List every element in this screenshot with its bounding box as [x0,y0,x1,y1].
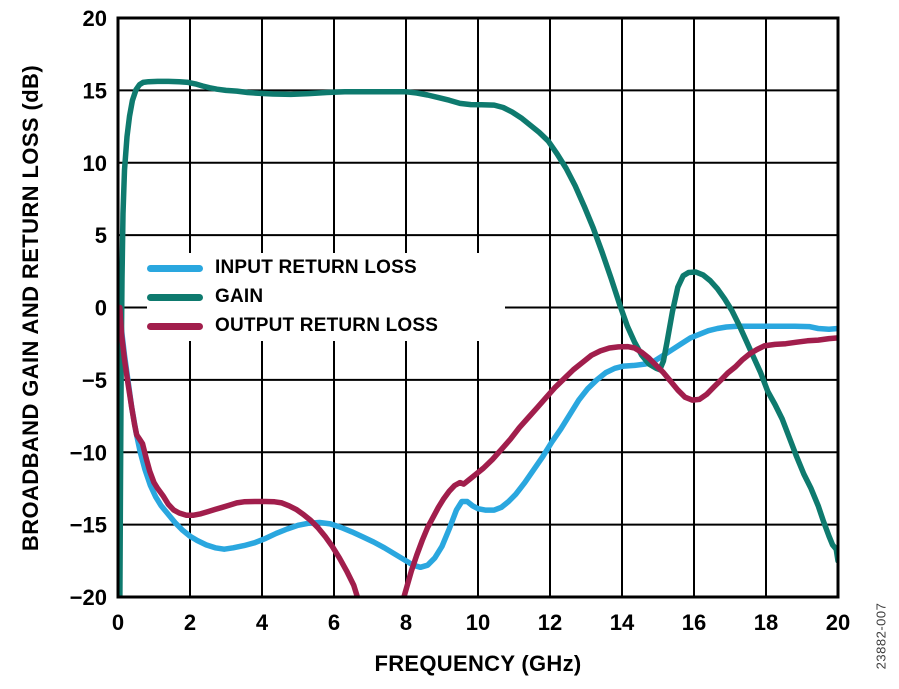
x-axis-title: FREQUENCY (GHz) [374,651,582,676]
y-tick-label: 15 [83,78,107,103]
x-tick-label: 14 [610,610,635,635]
y-axis-title: BROADBAND GAIN AND RETURN LOSS (dB) [18,64,43,552]
legend: INPUT RETURN LOSS GAIN OUTPUT RETURN LOSS [147,253,505,341]
y-tick-label: −15 [70,513,107,538]
y-tick-label: 10 [83,151,107,176]
legend-item-gain: GAIN [147,284,505,310]
x-tick-label: 10 [466,610,490,635]
x-tick-label: 4 [256,610,269,635]
x-tick-label: 8 [400,610,412,635]
y-tick-label: 20 [83,6,107,31]
x-tick-label: 18 [754,610,778,635]
y-tick-label: −20 [70,585,107,610]
x-tick-label: 20 [826,610,850,635]
x-tick-label: 0 [112,610,124,635]
series-line-output-return-loss [118,304,838,597]
series-line-input-return-loss [118,304,838,571]
legend-item-input-return-loss: INPUT RETURN LOSS [147,255,505,281]
y-tick-label: 0 [95,296,107,321]
figure-number: 23882-007 [873,602,889,670]
x-tick-label: 16 [682,610,706,635]
y-tick-label: −5 [82,368,107,393]
y-tick-label: 5 [95,223,107,248]
legend-swatch-icon [147,264,203,272]
x-tick-label: 12 [538,610,562,635]
legend-label: OUTPUT RETURN LOSS [215,315,439,336]
legend-label: GAIN [215,286,264,307]
series-line-gain [118,78,838,597]
legend-label: INPUT RETURN LOSS [215,257,417,278]
series-group [118,78,838,597]
plot-border [116,16,840,599]
x-tick-label: 6 [328,610,340,635]
y-tick-label: −10 [70,440,107,465]
legend-swatch-icon [147,293,203,301]
legend-item-output-return-loss: OUTPUT RETURN LOSS [147,313,505,339]
x-tick-label: 2 [184,610,196,635]
legend-swatch-icon [147,322,203,330]
